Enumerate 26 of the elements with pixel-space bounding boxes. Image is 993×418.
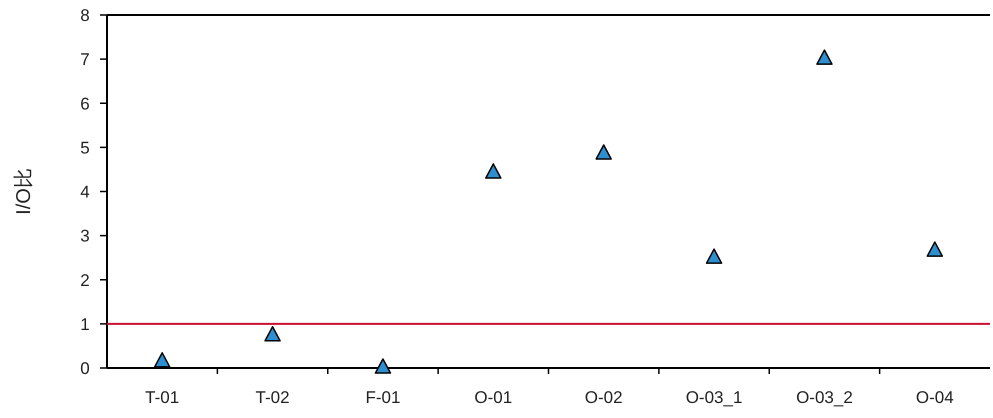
point: [374, 358, 392, 374]
y-tick-label: 7: [80, 50, 90, 70]
x-tick-label: T-01: [145, 388, 180, 407]
point: [595, 144, 612, 160]
point: [926, 241, 944, 257]
x-tick-label: O-03_1: [686, 388, 742, 407]
x-tick-label: O-03_2: [796, 388, 853, 407]
y-tick-label: 0: [80, 359, 90, 378]
y-tick-label: 6: [80, 94, 90, 114]
y-tick-label: 2: [80, 270, 90, 290]
point: [485, 163, 502, 179]
y-tick-label: 4: [80, 182, 90, 202]
x-tick-label: F-01: [365, 388, 400, 407]
x-tick-label: O-02: [584, 388, 623, 407]
point: [706, 248, 722, 264]
x-tick-label: T-02: [256, 388, 290, 407]
y-tick-label: 8: [80, 6, 90, 25]
y-tick-label: 3: [80, 226, 90, 246]
y-tick-label: 1: [80, 314, 90, 334]
point: [154, 352, 170, 368]
y-axis-title: I/O比: [13, 168, 35, 215]
point: [816, 49, 833, 65]
x-tick-label: O-01: [474, 388, 512, 407]
point: [264, 326, 281, 342]
y-tick-label: 5: [80, 138, 90, 158]
x-tick-label: O-04: [916, 388, 954, 407]
